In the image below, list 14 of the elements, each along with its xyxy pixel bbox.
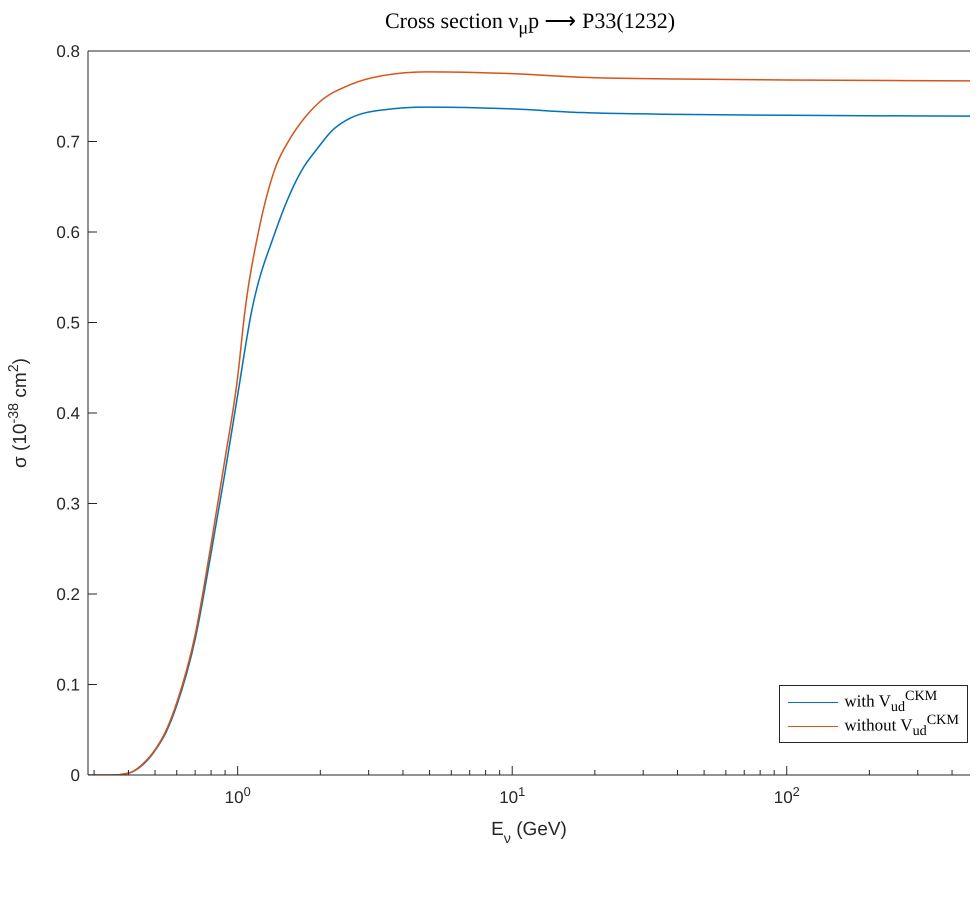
x-axis-title: E$_{ν}$ (GeV): [491, 819, 567, 847]
y-tick-label: 0.7: [56, 132, 80, 152]
x-tick-label: 10$^{2}$: [774, 784, 800, 807]
y-tick-label: 0.3: [56, 494, 80, 514]
y-tick-label: 0.4: [56, 404, 80, 423]
y-tick-label: 0.1: [56, 676, 80, 694]
y-tick-label: 0.2: [56, 585, 80, 604]
x-tick-label: 10$^{0}$: [224, 784, 251, 807]
chart-title: Cross section ν$_{μ}$p ⟶ P33(1232): [384, 8, 676, 38]
x-tick-label: 10$^{1}$: [499, 784, 526, 807]
y-tick-label: 0.8: [56, 42, 80, 61]
y-tick-label: 0: [70, 766, 80, 785]
y-tick-label: 0.5: [56, 314, 80, 332]
y-tick-label: 0.6: [56, 223, 80, 242]
